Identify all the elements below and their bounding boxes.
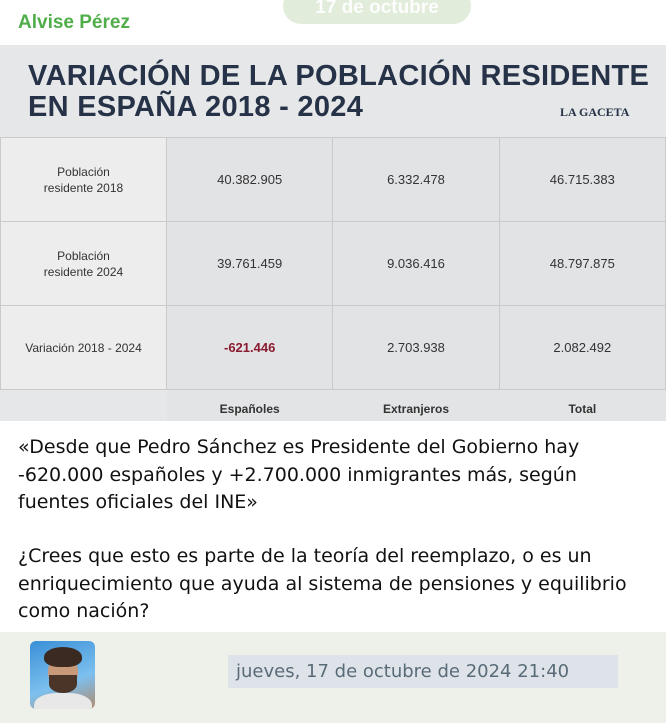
attached-image[interactable]: VARIACIÓN DE LA POBLACIÓN RESIDENTE EN E… <box>0 45 666 421</box>
table-row: Población residente 2018 40.382.905 6.332.… <box>0 137 666 222</box>
table-cell: 39.761.459 <box>165 221 334 306</box>
table-cell: 46.715.383 <box>498 137 666 222</box>
table-cell: 48.797.875 <box>498 221 666 306</box>
avatar-part <box>49 675 77 693</box>
table-row: Variación 2018 - 2024 -621.446 2.703.938 2.… <box>0 305 666 390</box>
avatar-part <box>34 693 92 709</box>
sender-name[interactable]: Alvise Pérez <box>18 12 130 33</box>
column-header: Extranjeros <box>332 389 500 421</box>
table-row: Población residente 2024 39.761.459 9.036.… <box>0 221 666 306</box>
table-cell: 9.036.416 <box>332 221 500 306</box>
avatar[interactable] <box>30 641 95 709</box>
date-badge: 17 de octubre <box>283 0 471 24</box>
table-cell: 40.382.905 <box>165 137 334 222</box>
data-table: Población residente 2018 40.382.905 6.332.… <box>0 137 666 421</box>
logo: LA GACETA <box>560 105 630 119</box>
row-header: Población residente 2018 <box>0 137 167 222</box>
row-header: Variación 2018 - 2024 <box>0 305 167 390</box>
title-line: VARIACIÓN DE LA POBLACIÓN RESIDENTE <box>28 60 650 92</box>
column-header: Total <box>499 389 666 421</box>
column-header: Españoles <box>166 389 333 421</box>
avatar-part <box>44 647 82 667</box>
message-paragraph: ¿Crees que esto es parte de la teoría de… <box>18 545 627 622</box>
table-cell: 2.703.938 <box>332 305 500 390</box>
message-bubble: Alvise Pérez 17 de octubre VARIACIÓN DE … <box>0 0 666 632</box>
table-cell: 6.332.478 <box>332 137 500 222</box>
timestamp: jueves, 17 de octubre de 2024 21:40 <box>228 655 618 688</box>
table-cell: 2.082.492 <box>498 305 666 390</box>
table-cell: -621.446 <box>165 305 334 390</box>
image-title: VARIACIÓN DE LA POBLACIÓN RESIDENTE EN E… <box>28 61 649 123</box>
header-row: Españoles Extranjeros Total <box>0 389 666 421</box>
title-line: EN ESPAÑA 2018 - 2024 <box>28 91 364 123</box>
row-header: Población residente 2024 <box>0 221 167 306</box>
empty-cell <box>0 389 167 421</box>
message-paragraph: «Desde que Pedro Sánchez es Presidente d… <box>18 436 580 513</box>
